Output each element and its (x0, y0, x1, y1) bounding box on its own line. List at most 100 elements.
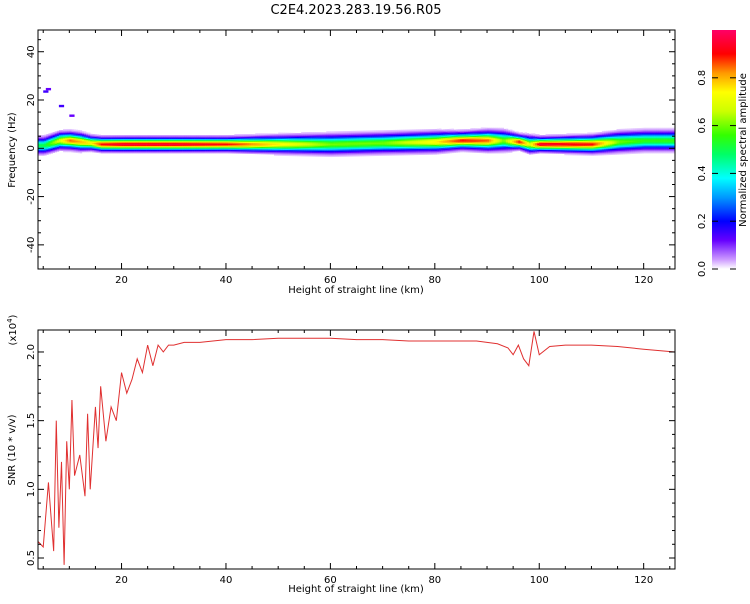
heatmap-cell (221, 144, 225, 147)
heatmap-cell (265, 150, 269, 152)
heatmap-cell (104, 143, 108, 145)
heatmap-cell (334, 134, 337, 137)
heatmap-cell (223, 139, 227, 142)
heatmap-cell (280, 137, 283, 139)
heatmap-cell (555, 139, 559, 141)
heatmap-cell (253, 145, 256, 147)
heatmap-cell (104, 136, 108, 138)
heatmap-cell (482, 143, 486, 145)
heatmap-cell (409, 151, 413, 153)
heatmap-cell (109, 145, 112, 148)
heatmap-cell (367, 153, 371, 155)
heatmap-cell (447, 129, 450, 131)
heatmap-cell (115, 136, 118, 138)
heatmap-cell (211, 147, 214, 149)
heatmap-cell (109, 150, 112, 153)
heatmap-cell (332, 142, 335, 144)
heatmap-cell (42, 145, 45, 148)
heatmap-cell (259, 143, 262, 145)
heatmap-cell (576, 133, 580, 135)
heatmap-cell (225, 139, 229, 142)
heatmap-cell (436, 152, 440, 155)
heatmap-cell (219, 143, 223, 145)
heatmap-cell (150, 148, 154, 150)
heatmap-cell (106, 151, 110, 154)
heatmap-cell (614, 149, 617, 152)
heatmap-cell (340, 139, 344, 142)
heatmap-cell (67, 131, 70, 133)
heatmap-cell (265, 148, 269, 150)
heatmap-cell (526, 146, 530, 148)
heatmap-cell (136, 151, 139, 154)
heatmap-cell (430, 150, 434, 153)
heatmap-cell (535, 139, 538, 141)
heatmap-cell (541, 142, 544, 144)
heatmap-cell (612, 141, 615, 143)
heatmap-cell (182, 145, 185, 148)
heatmap-cell (115, 143, 118, 145)
heatmap-cell (606, 133, 609, 135)
heatmap-cell (449, 131, 452, 133)
heatmap-cell (547, 146, 550, 148)
heatmap-cell (200, 145, 204, 148)
heatmap-cell (472, 146, 475, 148)
heatmap-cell (303, 135, 306, 138)
heatmap-cell (98, 143, 101, 145)
heatmap-cell (558, 141, 561, 143)
heatmap-cell (445, 132, 448, 135)
heatmap-cell (127, 135, 131, 137)
heatmap-cell (234, 135, 237, 137)
heatmap-cell (599, 132, 603, 134)
heatmap-cell (472, 145, 475, 147)
heatmap-cell (562, 142, 565, 145)
heatmap-cell (319, 134, 323, 137)
heatmap-cell (520, 140, 523, 143)
heatmap-cell (420, 149, 423, 152)
heatmap-cell (399, 150, 402, 152)
heatmap-cell (215, 137, 218, 139)
heatmap-cell (443, 137, 446, 140)
heatmap-cell (353, 133, 356, 135)
heatmap-cell (148, 136, 152, 138)
heatmap-cell (595, 152, 599, 155)
heatmap-cell (491, 148, 494, 150)
heatmap-cell (359, 141, 363, 144)
heatmap-cell (608, 136, 611, 139)
heatmap-cell (161, 149, 164, 152)
heatmap-cell (516, 136, 519, 138)
heatmap-cell (384, 133, 388, 136)
heatmap-cell (340, 145, 344, 148)
heatmap-cell (553, 138, 557, 141)
heatmap-cell (311, 145, 314, 147)
heatmap-cell (507, 151, 511, 154)
heatmap-cell (315, 140, 319, 143)
heatmap-cell (520, 145, 523, 147)
heatmap-cell (278, 141, 281, 143)
heatmap-cell (301, 145, 304, 147)
heatmap-cell (453, 138, 457, 140)
heatmap-cell (163, 151, 166, 154)
heatmap-cell (186, 149, 189, 152)
heatmap-cell (505, 140, 509, 143)
heatmap-cell (88, 145, 91, 148)
heatmap-cell (240, 147, 243, 149)
heatmap-cell (549, 136, 553, 138)
heatmap-cell (301, 147, 304, 150)
heatmap-cell (570, 134, 573, 137)
heatmap-cell (583, 139, 586, 142)
heatmap-cell (416, 147, 419, 150)
heatmap-cell (200, 138, 204, 141)
heatmap-cell (294, 153, 298, 156)
heatmap-cell (200, 149, 204, 152)
heatmap-cell (428, 150, 431, 153)
heatmap-cell (71, 138, 74, 141)
heatmap-cell (413, 146, 417, 148)
heatmap-cell (530, 146, 534, 149)
heatmap-cell (487, 130, 490, 132)
heatmap-cell (587, 136, 590, 138)
heatmap-cell (363, 142, 367, 145)
heatmap-cell (507, 140, 511, 143)
heatmap-cell (608, 142, 611, 145)
heatmap-cell (478, 129, 482, 132)
heatmap-cell (457, 132, 461, 135)
